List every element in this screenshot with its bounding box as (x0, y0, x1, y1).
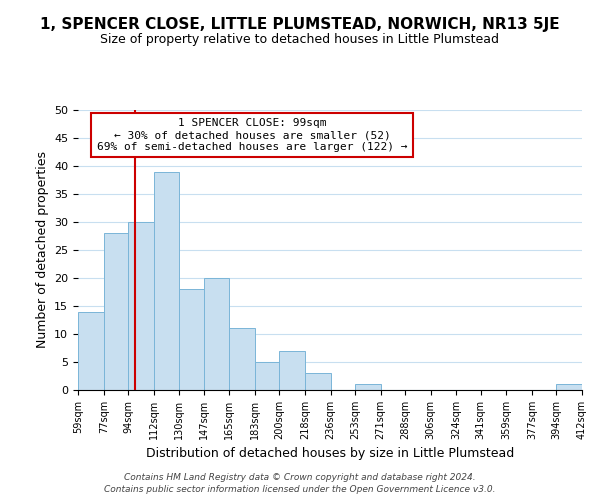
Bar (229, 328, 255, 390)
Bar (128, 222, 154, 390)
Bar (280, 351, 305, 390)
Text: Contains HM Land Registry data © Crown copyright and database right 2024.: Contains HM Land Registry data © Crown c… (124, 473, 476, 482)
Y-axis label: Number of detached properties: Number of detached properties (35, 152, 49, 348)
Text: Contains public sector information licensed under the Open Government Licence v3: Contains public sector information licen… (104, 486, 496, 494)
Text: Size of property relative to detached houses in Little Plumstead: Size of property relative to detached ho… (101, 32, 499, 46)
Bar (104, 233, 128, 390)
Bar (305, 373, 331, 390)
Bar (255, 362, 280, 390)
Bar (154, 172, 179, 390)
Bar (78, 312, 104, 390)
Bar (556, 384, 582, 390)
X-axis label: Distribution of detached houses by size in Little Plumstead: Distribution of detached houses by size … (146, 448, 514, 460)
Text: 1, SPENCER CLOSE, LITTLE PLUMSTEAD, NORWICH, NR13 5JE: 1, SPENCER CLOSE, LITTLE PLUMSTEAD, NORW… (40, 18, 560, 32)
Bar (355, 384, 380, 390)
Bar (203, 278, 229, 390)
Bar (179, 289, 203, 390)
Text: 1 SPENCER CLOSE: 99sqm
← 30% of detached houses are smaller (52)
69% of semi-det: 1 SPENCER CLOSE: 99sqm ← 30% of detached… (97, 118, 407, 152)
